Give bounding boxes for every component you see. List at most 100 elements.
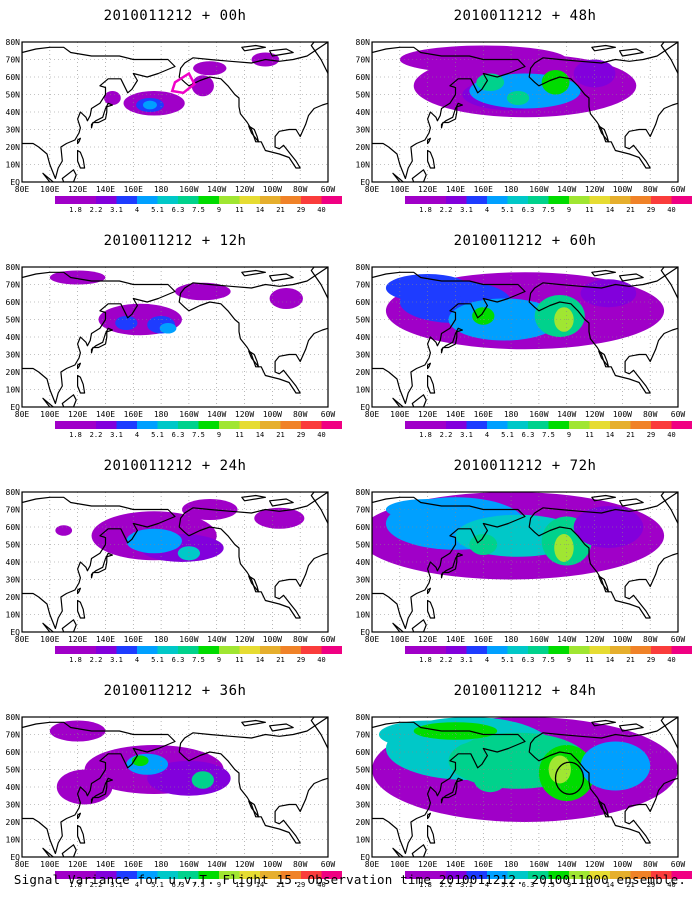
longitude-label: 160E: [124, 635, 143, 644]
latitude-label: EQ: [360, 403, 370, 412]
longitude-label: 140E: [96, 635, 115, 644]
latitude-label: 60N: [356, 73, 371, 82]
colorbar-swatch: [219, 196, 240, 204]
colorbar-tick-label: 3.1: [460, 431, 473, 439]
latitude-label: 40N: [6, 108, 21, 117]
colorbar-tick-label: 3.1: [110, 881, 123, 889]
longitude-label: 180: [154, 410, 169, 419]
colorbar-tick-label: 6.3: [172, 656, 185, 664]
colorbar-swatch: [321, 196, 342, 204]
colorbar-swatch: [610, 871, 631, 879]
colorbar-tick-label: 2.2: [440, 656, 453, 664]
colorbar-swatch: [75, 646, 96, 654]
longitude-label: 100E: [40, 635, 59, 644]
latitude-label: 10N: [6, 611, 21, 620]
colorbar-tick-label: 5.1: [501, 431, 514, 439]
colorbar-swatch: [548, 196, 569, 204]
map-panel: 2010011212 + 60h 80E 100E 120E 140E 160E 180 16…: [350, 225, 700, 450]
colorbar-tick-label: 1.8: [419, 431, 432, 439]
variance-contour: [573, 59, 616, 88]
colorbar-swatch: [280, 871, 301, 879]
variance-contour: [473, 764, 507, 793]
colorbar-tick-label: 5.1: [151, 881, 164, 889]
longitude-label: 80E: [15, 410, 30, 419]
colorbar-swatch: [96, 196, 117, 204]
latitude-label: 70N: [6, 731, 21, 740]
colorbar-tick-label: 9: [217, 431, 221, 439]
coastlines: [22, 267, 328, 407]
colorbar-swatch: [466, 196, 487, 204]
latitude-label: 20N: [6, 593, 21, 602]
longitude-label: 120E: [418, 185, 437, 194]
longitude-label: 80W: [293, 860, 308, 869]
colorbar-swatch: [405, 871, 426, 879]
colorbar-swatch: [610, 421, 631, 429]
variance-contour: [193, 61, 227, 76]
variance-contour: [554, 534, 574, 562]
coastlines: [22, 717, 328, 857]
latitude-label: 70N: [6, 281, 21, 290]
colorbar-swatch: [528, 421, 549, 429]
colorbar-swatch: [487, 196, 508, 204]
colorbar-swatch: [446, 646, 467, 654]
latitude-label: 80N: [6, 488, 21, 497]
longitude-label: 140W: [207, 410, 226, 419]
colorbar-swatch: [548, 421, 569, 429]
colorbar-tick-label: 1.8: [69, 431, 82, 439]
longitude-label: 160E: [474, 860, 493, 869]
longitude-label: 140W: [207, 185, 226, 194]
longitude-label: 100E: [40, 860, 59, 869]
colorbar: 1.8 2.2 3.1 4 5.1 6.3 7.5 9 11 14 21 29 40: [55, 646, 342, 664]
longitude-label: 80E: [15, 635, 30, 644]
longitude-label: 160W: [529, 410, 548, 419]
colorbar-tick-label: 2.2: [90, 656, 103, 664]
graticule: [22, 267, 328, 407]
latitude-label: 50N: [6, 91, 21, 100]
coastlines: [372, 42, 678, 182]
colorbar-tick-label: 1.8: [419, 206, 432, 214]
latitude-label: EQ: [360, 853, 370, 862]
latitude-label: 50N: [6, 541, 21, 550]
latitude-label: 50N: [6, 316, 21, 325]
longitude-label: 160E: [124, 410, 143, 419]
variance-field: [399, 45, 637, 118]
latitude-label: 70N: [356, 506, 371, 515]
longitude-label: 180: [504, 410, 519, 419]
colorbar-swatch: [198, 196, 219, 204]
longitude-label: 120E: [68, 410, 87, 419]
colorbar-tick-label: 2.2: [440, 431, 453, 439]
variance-contour: [191, 75, 214, 97]
latitude-label: 80N: [6, 38, 21, 47]
colorbar-tick-label: 9: [217, 656, 221, 664]
colorbar-tick-label: 6.3: [522, 656, 535, 664]
colorbar-tick-label: 9: [567, 431, 571, 439]
colorbar-swatch: [239, 871, 260, 879]
flight-track-marker: [170, 71, 197, 95]
latitude-label: 70N: [356, 731, 371, 740]
colorbar-swatch: [137, 196, 158, 204]
colorbar-tick-label: 4: [135, 431, 139, 439]
signal-variance-map: 80E 100E 120E 140E 160E 180 160W 140W 120W 100W 80…: [356, 713, 692, 889]
colorbar-tick-label: 21: [276, 881, 284, 889]
latitude-label: 50N: [356, 766, 371, 775]
longitude-label: 140E: [96, 860, 115, 869]
longitude-label: 160E: [474, 410, 493, 419]
colorbar-tick-label: 14: [606, 881, 614, 889]
colorbar: 1.8 2.2 3.1 4 5.1 6.3 7.5 9 11 14 21 29 40: [405, 871, 692, 889]
colorbar-tick-label: 6.3: [522, 206, 535, 214]
variance-contour: [49, 720, 106, 742]
colorbar-swatch: [630, 646, 651, 654]
variance-contour: [580, 741, 651, 791]
latitude-label: EQ: [360, 628, 370, 637]
colorbar-swatch: [260, 646, 281, 654]
colorbar-tick-label: 2.2: [90, 206, 103, 214]
map-panel: 2010011212 + 00h 80E 100E 120E 140E 160E 180 16…: [0, 0, 350, 225]
longitude-label: 120E: [68, 185, 87, 194]
panel-title: 2010011212 + 00h: [103, 8, 247, 24]
colorbar-swatch: [569, 871, 590, 879]
colorbar-swatch: [487, 421, 508, 429]
latitude-label: 20N: [356, 818, 371, 827]
colorbar-swatch: [116, 421, 137, 429]
longitude-label: 120E: [418, 635, 437, 644]
flight-track-marker: [554, 761, 585, 795]
